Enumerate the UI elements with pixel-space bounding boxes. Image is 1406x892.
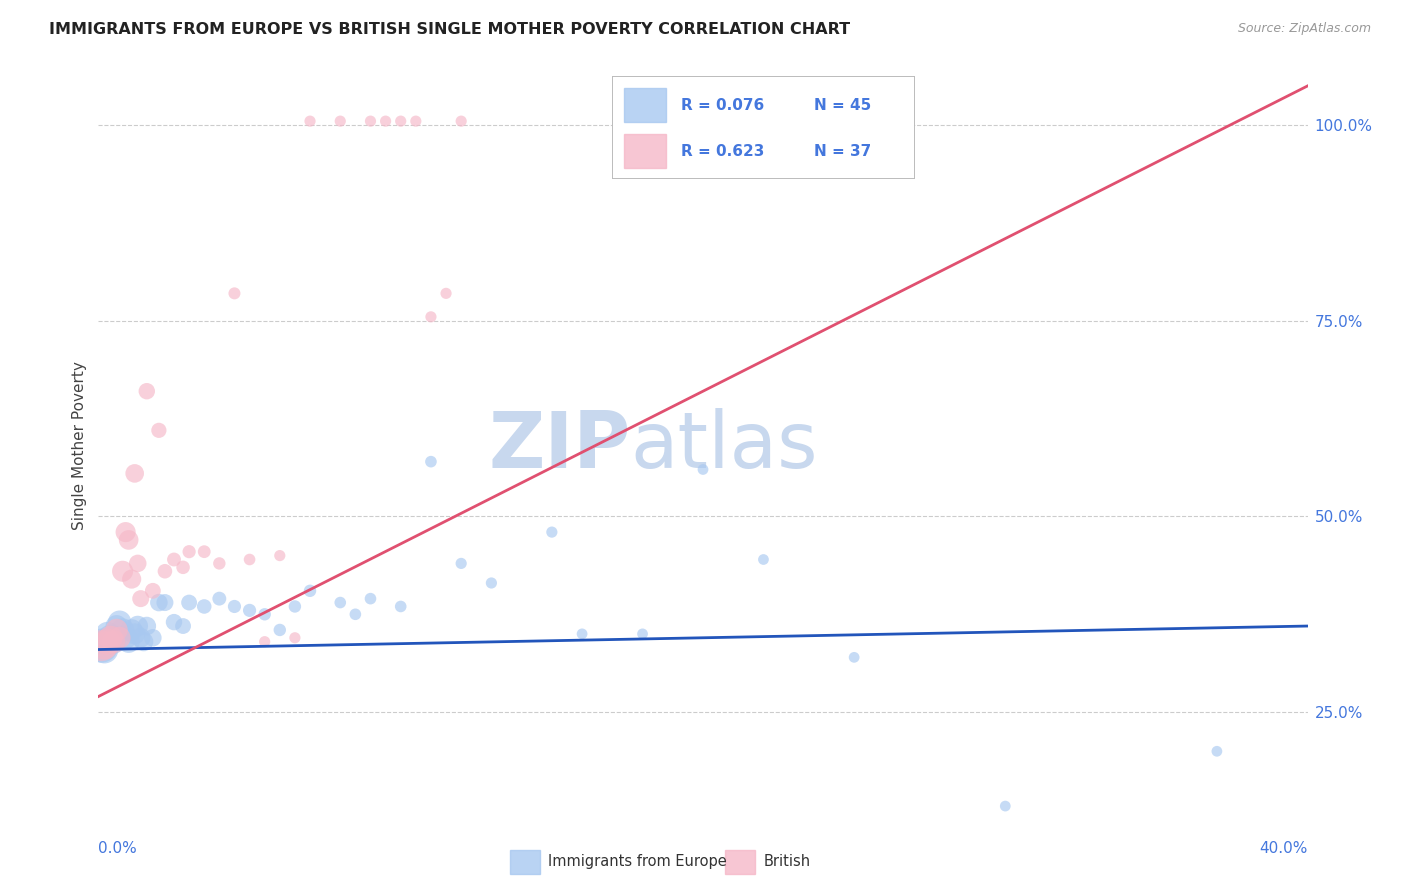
Point	[142, 631, 165, 645]
Text: IMMIGRANTS FROM EUROPE VS BRITISH SINGLE MOTHER POVERTY CORRELATION CHART: IMMIGRANTS FROM EUROPE VS BRITISH SINGLE…	[49, 22, 851, 37]
Point	[420, 455, 443, 469]
Point	[129, 591, 152, 606]
Point	[179, 544, 201, 558]
Point	[124, 627, 146, 641]
Point	[360, 591, 382, 606]
Point	[96, 634, 118, 648]
Point	[105, 619, 128, 633]
Point	[224, 286, 246, 301]
Bar	[624, 88, 666, 122]
Point	[118, 634, 141, 648]
Point	[142, 583, 165, 598]
Point	[994, 799, 1017, 814]
Point	[631, 627, 654, 641]
Point	[179, 596, 201, 610]
Point	[96, 627, 118, 641]
Point	[93, 639, 115, 653]
Point	[148, 596, 170, 610]
Point	[239, 603, 262, 617]
Point	[299, 583, 322, 598]
Text: R = 0.076: R = 0.076	[681, 98, 765, 113]
Point	[111, 564, 134, 578]
Text: Immigrants from Europe: Immigrants from Europe	[548, 855, 727, 869]
Point	[132, 634, 155, 648]
Point	[1206, 744, 1229, 758]
Point	[105, 623, 128, 637]
Point	[481, 576, 503, 591]
Point	[344, 607, 367, 622]
Point	[103, 634, 125, 648]
Point	[405, 114, 427, 128]
Bar	[725, 850, 755, 873]
Point	[450, 557, 472, 571]
Point	[153, 596, 176, 610]
Text: N = 37: N = 37	[814, 145, 872, 160]
Point	[253, 634, 276, 648]
Point	[284, 631, 307, 645]
Point	[284, 599, 307, 614]
Point	[329, 114, 352, 128]
Text: ZIP: ZIP	[488, 408, 630, 484]
Point	[127, 619, 149, 633]
Point	[135, 384, 157, 399]
Point	[329, 596, 352, 610]
Text: atlas: atlas	[630, 408, 818, 484]
Point	[844, 650, 866, 665]
Point	[108, 631, 131, 645]
Point	[124, 467, 146, 481]
Point	[114, 525, 136, 540]
Point	[752, 552, 775, 566]
Y-axis label: Single Mother Poverty: Single Mother Poverty	[72, 361, 87, 531]
Point	[692, 462, 714, 476]
Point	[121, 623, 143, 637]
Text: N = 45: N = 45	[814, 98, 872, 113]
Text: R = 0.623: R = 0.623	[681, 145, 765, 160]
Point	[100, 631, 122, 645]
Point	[389, 599, 412, 614]
Point	[360, 114, 382, 128]
Point	[299, 114, 322, 128]
Point	[434, 286, 457, 301]
Point	[540, 525, 562, 540]
Point	[90, 639, 112, 653]
Point	[153, 564, 176, 578]
Text: 0.0%: 0.0%	[98, 841, 138, 856]
Point	[108, 615, 131, 629]
Point	[450, 114, 472, 128]
Point	[163, 552, 186, 566]
Point	[118, 533, 141, 547]
Text: 40.0%: 40.0%	[1260, 841, 1308, 856]
Point	[253, 607, 276, 622]
Point	[93, 642, 115, 657]
Point	[114, 631, 136, 645]
Point	[90, 639, 112, 653]
Point	[193, 599, 215, 614]
Point	[208, 591, 231, 606]
Point	[135, 619, 157, 633]
Point	[269, 549, 291, 563]
Text: Source: ZipAtlas.com: Source: ZipAtlas.com	[1237, 22, 1371, 36]
Point	[571, 627, 593, 641]
Point	[172, 560, 194, 574]
Point	[224, 599, 246, 614]
Text: British: British	[763, 855, 811, 869]
Point	[148, 423, 170, 437]
Point	[193, 544, 215, 558]
Point	[239, 552, 262, 566]
Point	[111, 623, 134, 637]
Point	[269, 623, 291, 637]
Point	[420, 310, 443, 324]
Point	[121, 572, 143, 586]
Point	[389, 114, 412, 128]
Bar	[510, 850, 540, 873]
Point	[208, 557, 231, 571]
Point	[163, 615, 186, 629]
Bar	[624, 135, 666, 168]
Point	[127, 557, 149, 571]
Point	[172, 619, 194, 633]
Point	[100, 631, 122, 645]
Point	[103, 634, 125, 648]
Point	[374, 114, 396, 128]
Point	[129, 631, 152, 645]
